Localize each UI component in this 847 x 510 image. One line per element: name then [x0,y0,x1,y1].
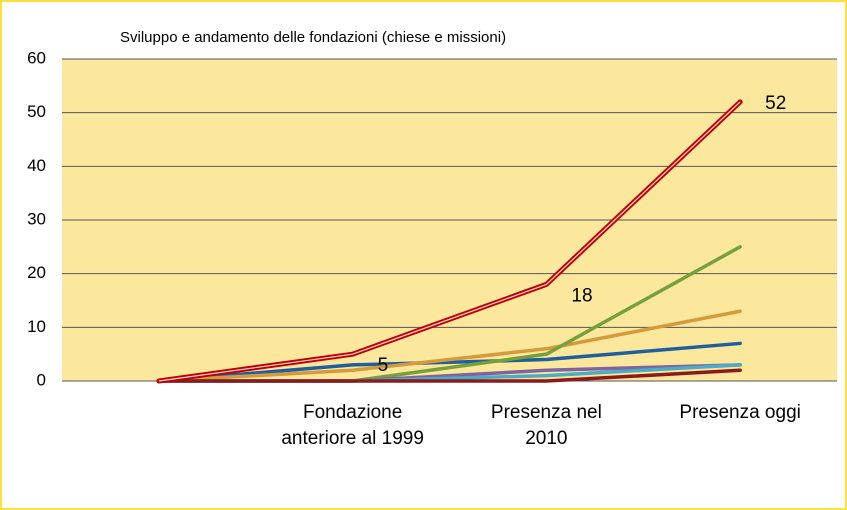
y-tick-label: 60 [27,48,46,67]
x-tick-label: Presenza oggi [679,402,801,423]
data-line [157,368,742,383]
y-tick-label: 0 [37,370,46,389]
chart-title: Sviluppo e andamento delle fondazioni (c… [120,29,506,46]
y-tick-label: 20 [27,263,46,282]
data-label: 5 [378,355,389,376]
y-tick-label: 10 [27,317,46,336]
y-tick-label: 40 [27,156,46,175]
y-tick-label: 30 [27,209,46,228]
x-tick-label: Fondazione anteriore al 1999 [281,402,424,449]
x-tick-label: Presenza nel 2010 [490,402,602,449]
data-line [157,309,742,383]
data-label: 52 [765,93,786,114]
data-line-highlight [158,101,741,382]
y-tick-label: 50 [27,102,46,121]
data-line [157,341,742,383]
data-label: 18 [571,285,592,306]
